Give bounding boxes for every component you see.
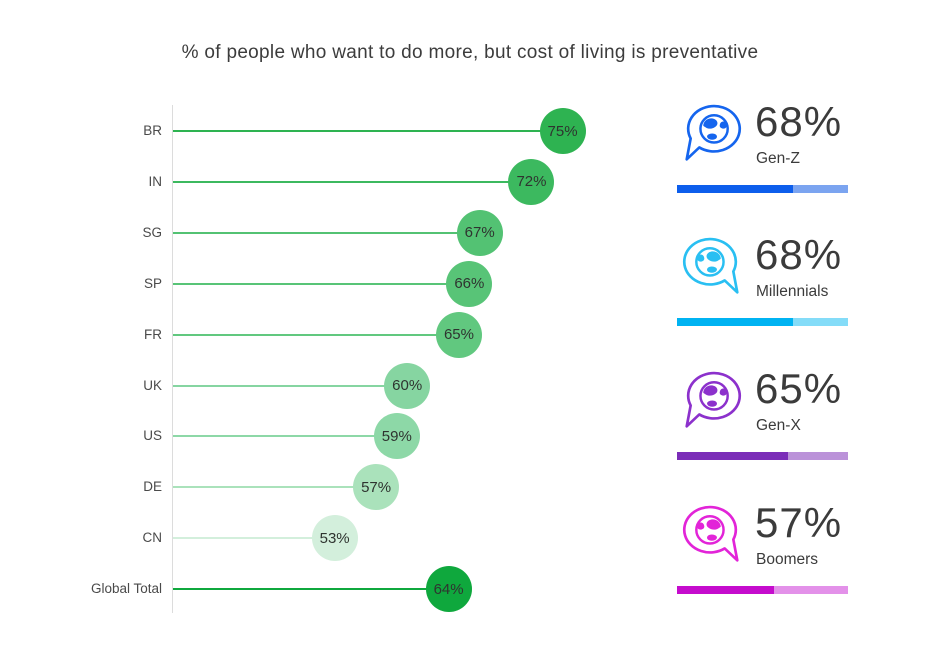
country-label: FR [144,326,162,342]
lollipop-line [173,486,377,489]
progress-bar-fill [677,586,775,594]
value-bubble: 67% [456,209,503,256]
lollipop-line [173,537,335,540]
y-axis-line [172,105,173,613]
generation-value: 57% [755,499,843,546]
value-bubble: 65% [435,311,482,358]
lollipop-line [173,282,470,285]
chart-title: % of people who want to do more, but cos… [181,42,759,63]
value-label: 64% [433,580,464,598]
value-label: 66% [454,275,485,293]
lollipop-line [173,435,397,438]
value-bubble: 60% [384,362,431,409]
value-label: 65% [443,326,474,344]
generation-value: 68% [755,98,843,145]
speech-bubble-globe-icon [679,367,745,433]
speech-bubble-globe-icon [679,501,745,567]
progress-bar-track [677,452,848,460]
lollipop-line [173,130,563,132]
progress-bar-track [677,318,848,326]
generation-stat-gen-x: 65% Gen-X [677,365,849,467]
generation-value: 68% [755,231,843,278]
lollipop-line [173,333,459,336]
progress-bar-fill [677,452,789,460]
value-label: 67% [464,224,495,242]
generation-stat-boomers: 57% Boomers [677,499,849,601]
generation-label: Gen-X [756,417,801,434]
country-label: SG [142,224,162,240]
value-label: 75% [547,122,578,140]
value-bubble: 59% [373,413,420,460]
lollipop-line [173,180,532,183]
country-label: BR [143,123,162,138]
speech-bubble-globe-icon [679,233,745,299]
value-bubble: 64% [425,566,472,613]
progress-bar-fill [677,318,794,326]
progress-bar-track [677,185,848,193]
country-label: IN [148,173,163,189]
country-label: US [143,428,162,444]
value-label: 57% [361,478,392,496]
generation-label: Boomers [756,551,819,568]
country-label: DE [143,479,162,495]
country-label: UK [143,377,162,393]
lollipop-line [173,588,449,591]
country-label: SP [143,275,162,291]
value-bubble: 72% [508,158,555,205]
generation-stat-millennials: 68% Millennials [677,231,849,333]
value-bubble: 53% [311,515,358,562]
progress-bar-fill [677,185,794,193]
lollipop-line [173,384,408,387]
generation-value: 65% [755,365,843,412]
value-label: 60% [392,377,423,394]
generation-stat-gen-z: 68% Gen-Z [677,98,849,200]
value-bubble: 66% [446,260,493,307]
country-lollipop-chart: BR 75% IN 72% SG 67% SP 66% FR 65% UK 60% US 59% DE 57%… [90,105,586,613]
value-label: 53% [319,529,350,547]
value-label: 59% [381,427,412,445]
generation-label: Gen-Z [756,150,800,167]
lollipop-line [173,231,480,234]
progress-bar-track [677,586,848,594]
value-label: 72% [516,173,547,191]
speech-bubble-globe-icon [679,100,745,166]
country-label: CN [142,530,163,546]
value-bubble: 75% [539,108,586,154]
value-bubble: 57% [353,464,400,511]
country-label: Global Total [90,581,162,597]
generation-label: Millennials [756,283,829,300]
